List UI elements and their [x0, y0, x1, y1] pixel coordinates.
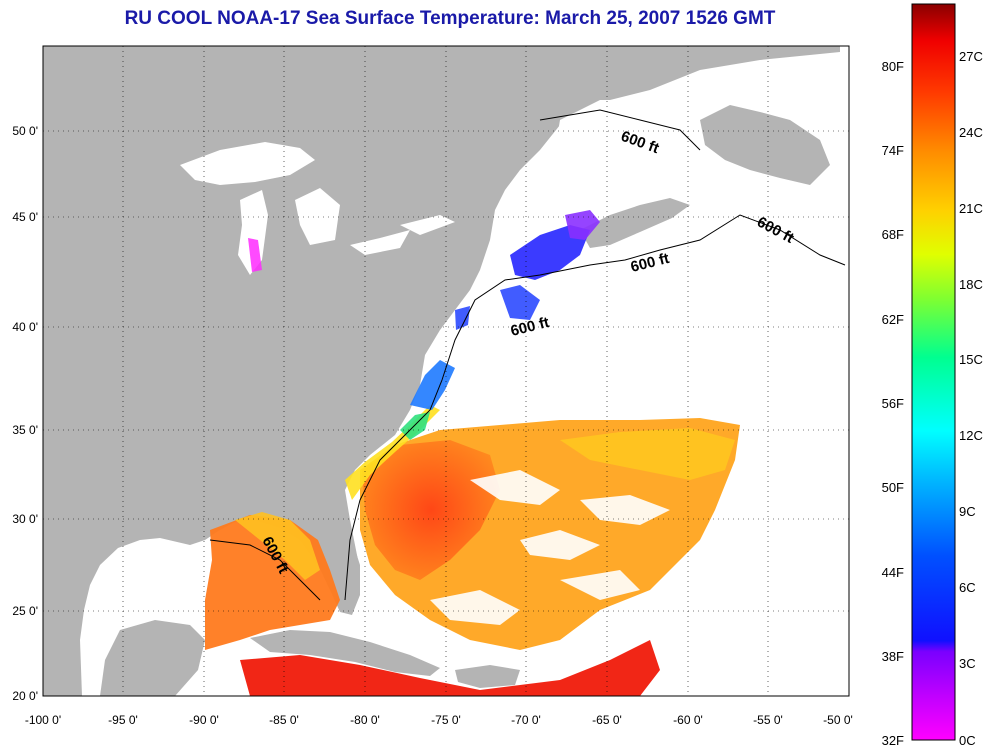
sst-lake-michigan: [248, 238, 262, 272]
x-tick-label: -70 0': [511, 713, 541, 727]
sst-shelf-cool: [410, 360, 455, 410]
y-tick-label: 25 0': [12, 604, 38, 618]
y-tick-label: 30 0': [12, 512, 38, 526]
c-label: 27C: [959, 49, 983, 64]
land-nova-scotia: [580, 198, 690, 248]
c-label: 15C: [959, 352, 983, 367]
y-tick-label: 35 0': [12, 423, 38, 437]
f-label: 38F: [882, 649, 904, 664]
x-tick-label: -50 0': [823, 713, 853, 727]
x-tick-label: -100 0': [25, 713, 61, 727]
y-tick-label: 20 0': [12, 689, 38, 703]
f-label: 68F: [882, 227, 904, 242]
grid-lines: [43, 46, 849, 696]
sst-gulf-yellow: [235, 512, 320, 580]
y-tick-label: 45 0': [12, 210, 38, 224]
f-label: 50F: [882, 480, 904, 495]
colorbar-fahrenheit-labels: 80F 74F 68F 62F 56F 50F 44F 38F 32F: [882, 59, 904, 748]
x-tick-label: -60 0': [673, 713, 703, 727]
sst-gulf-maine: [510, 225, 590, 280]
c-label: 24C: [959, 125, 983, 140]
colorbar-gradient: [911, 3, 956, 741]
c-label: 3C: [959, 656, 976, 671]
y-tick-label: 40 0': [12, 320, 38, 334]
600ft-contour: [209, 109, 846, 601]
gulf-st-lawrence: [555, 100, 720, 210]
sst-gulf-maine-purple: [565, 210, 600, 240]
f-label: 62F: [882, 312, 904, 327]
x-tick-label: -80 0': [350, 713, 380, 727]
c-label: 0C: [959, 733, 976, 748]
sst-caribbean: [240, 640, 660, 696]
y-tick-label: 50 0': [12, 124, 38, 138]
f-label: 74F: [882, 143, 904, 158]
map-title: RU COOL NOAA-17 Sea Surface Temperature:…: [124, 8, 776, 29]
c-label: 21C: [959, 201, 983, 216]
sst-atlantic-hot: [362, 440, 500, 580]
land-cuba: [250, 630, 440, 676]
c-label: 12C: [959, 428, 983, 443]
f-label: 44F: [882, 565, 904, 580]
x-tick-label: -90 0': [189, 713, 219, 727]
c-label: 9C: [959, 504, 976, 519]
x-tick-label: -95 0': [108, 713, 138, 727]
y-axis: 50 0' 45 0' 40 0' 35 0' 30 0' 25 0' 20 0…: [12, 124, 38, 703]
cloud-gaps: [430, 470, 670, 625]
x-tick-label: -75 0': [431, 713, 461, 727]
colorbar-celsius-labels: 27C 24C 21C 18C 15C 12C 9C 6C 3C 0C: [959, 49, 983, 748]
c-label: 6C: [959, 580, 976, 595]
colorbar: 80F 74F 68F 62F 56F 50F 44F 38F 32F 27C …: [882, 3, 983, 748]
x-axis: -100 0' -95 0' -90 0' -85 0' -80 0' -75 …: [25, 713, 853, 727]
f-label: 32F: [882, 733, 904, 748]
x-tick-label: -85 0': [269, 713, 299, 727]
c-label: 18C: [959, 277, 983, 292]
x-tick-label: -65 0': [592, 713, 622, 727]
sst-scattered-blue: [455, 285, 540, 330]
f-label: 80F: [882, 59, 904, 74]
x-tick-label: -55 0': [753, 713, 783, 727]
land-hispaniola: [455, 665, 520, 688]
land-yucatan: [100, 620, 205, 696]
land-newfoundland: [700, 105, 830, 185]
f-label: 56F: [882, 396, 904, 411]
sst-atlantic-yellow: [560, 428, 735, 480]
